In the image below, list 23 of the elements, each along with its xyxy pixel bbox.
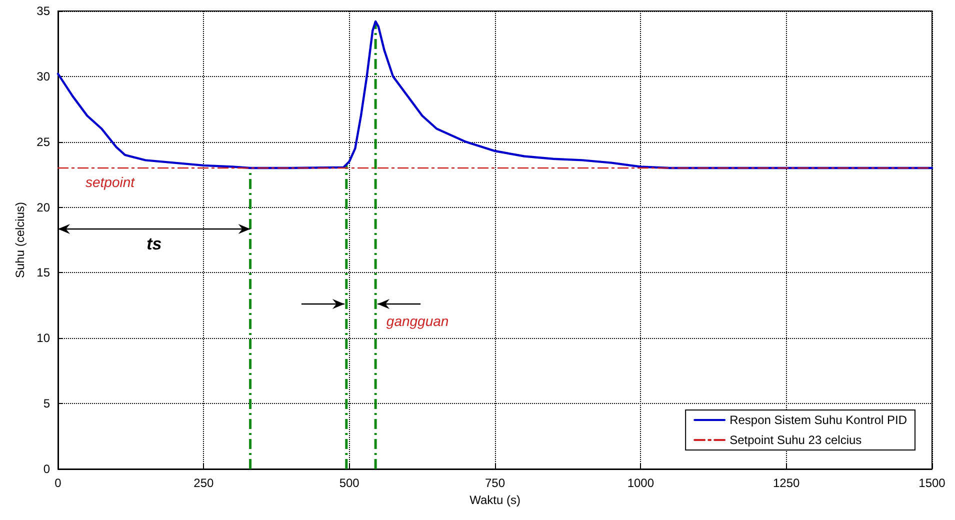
y-tick-label: 20	[36, 200, 50, 214]
line-series	[56, 20, 934, 170]
y-tick-label: 25	[36, 134, 50, 149]
x-tick-label: 1250	[772, 476, 800, 490]
y-tick-label: 15	[36, 266, 50, 280]
y-tick-label: 30	[36, 69, 50, 84]
x-tick-label: 0	[54, 476, 62, 490]
annotation: gangguan	[386, 313, 449, 330]
x-tick-label: 1500	[918, 476, 946, 490]
legend-label: Respon Sistem Suhu Kontrol PID	[730, 413, 908, 427]
x-tick-label: 1000	[627, 476, 654, 490]
y-tick-label: 5	[43, 396, 50, 411]
x-tick-label: 250	[194, 476, 214, 490]
y-tick-label: 35	[36, 4, 50, 18]
x-tick-label: 500	[339, 476, 360, 490]
x-axis-title: Waktu (s)	[470, 492, 520, 507]
legend-label: Setpoint Suhu 23 celcius	[730, 433, 862, 447]
y-tick-label: 10	[36, 331, 50, 346]
annotation: setpoint	[85, 174, 136, 190]
annotation: ts	[146, 234, 162, 254]
x-tick-label: 750	[484, 476, 506, 490]
y-axis-title: Suhu (celcius)	[12, 202, 27, 278]
y-tick-label: 0	[43, 462, 50, 476]
